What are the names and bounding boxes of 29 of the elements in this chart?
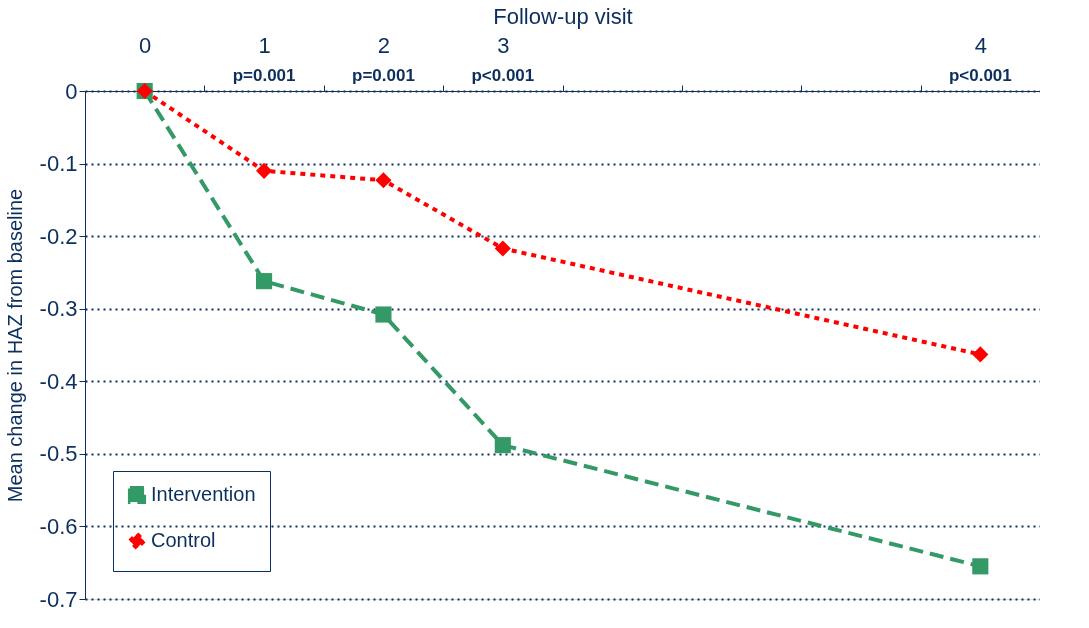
- y-tick-label: 0: [65, 78, 78, 104]
- x-axis-title: Follow-up visit: [493, 3, 633, 29]
- y-tick-label: -0.3: [39, 296, 78, 322]
- point: [375, 172, 392, 189]
- point: [494, 240, 511, 257]
- legend-label: Intervention: [151, 483, 256, 505]
- y-tick-label: -0.1: [39, 151, 78, 177]
- legend-label: Control: [151, 529, 216, 551]
- y-tick-label: -0.2: [39, 223, 78, 249]
- x-tick-label: 1: [258, 32, 271, 58]
- x-tick-label: 4: [974, 32, 987, 58]
- y-axis-title: Mean change in HAZ from baseline: [3, 188, 26, 503]
- y-tick-label: -0.7: [39, 586, 78, 612]
- y-tick-label: -0.6: [39, 513, 78, 539]
- text: p=0.001: [232, 66, 296, 85]
- text: p=0.001: [352, 66, 415, 85]
- point: [972, 346, 989, 363]
- x-tick-label: 2: [377, 32, 391, 58]
- x-tick-label: 0: [139, 32, 152, 58]
- point: [256, 162, 273, 179]
- x-tick-label: 3: [497, 32, 510, 58]
- point: [972, 558, 989, 575]
- point: [256, 273, 273, 290]
- text: p<0.001: [471, 66, 535, 85]
- y-tick-label: -0.4: [39, 368, 78, 394]
- point: [494, 437, 511, 454]
- point: [375, 306, 392, 323]
- text: p<0.001: [948, 66, 1012, 85]
- y-tick-label: -0.5: [39, 441, 78, 467]
